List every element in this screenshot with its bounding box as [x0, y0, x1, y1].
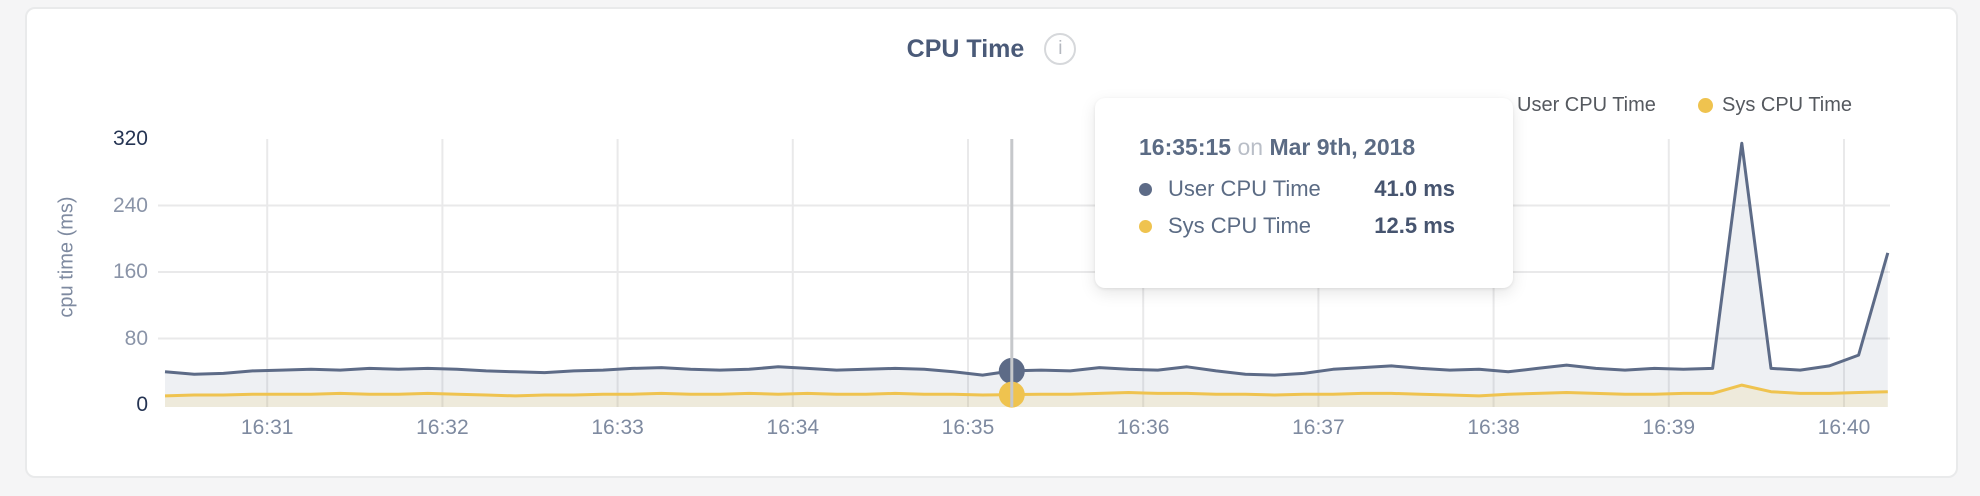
y-axis-tick: 80: [124, 326, 148, 350]
x-axis-tick: 16:37: [1292, 416, 1345, 439]
legend-item-sys-cpu[interactable]: Sys CPU Time: [1698, 94, 1852, 117]
sys-cpu-area: [165, 385, 1888, 407]
info-icon[interactable]: i: [1044, 33, 1077, 65]
x-axis-tick: 16:31: [240, 416, 294, 439]
tooltip-time: 16:35:15: [1139, 134, 1232, 160]
x-axis-tick: 16:35: [941, 416, 995, 439]
y-axis-tick: 240: [112, 193, 148, 217]
y-axis-tick: 0: [136, 393, 148, 416]
legend-label: Sys CPU Time: [1722, 94, 1853, 116]
tooltip-header: 16:35:15 on Mar 9th, 2018: [1139, 134, 1455, 161]
y-axis-tick: 320: [112, 127, 148, 150]
tooltip-series-dot: [1139, 182, 1152, 196]
tooltip-row: Sys CPU Time 12.5 ms: [1139, 213, 1455, 239]
x-axis-tick: 16:40: [1817, 416, 1871, 439]
tooltip-series-value: 12.5 ms: [1374, 213, 1455, 238]
x-axis-tick: 16:38: [1467, 416, 1520, 439]
legend-dot: [1698, 98, 1713, 113]
tooltip-series-label: Sys CPU Time: [1168, 213, 1312, 238]
chart-tooltip: 16:35:15 on Mar 9th, 2018 User CPU Time 4…: [1095, 98, 1513, 288]
tooltip-series-value: 41.0 ms: [1374, 176, 1455, 201]
chart-title: CPU Time: [906, 34, 1025, 63]
tooltip-series-dot: [1139, 219, 1152, 233]
x-axis-tick: 16:36: [1116, 416, 1170, 439]
tooltip-date: Mar 9th, 2018: [1269, 134, 1416, 160]
user-cpu-area: [165, 143, 1888, 407]
chart-header: CPU Time i: [25, 33, 1958, 65]
y-axis-tick: 160: [112, 260, 148, 283]
tooltip-rows: User CPU Time 41.0 ms Sys CPU Time 12.5 ms: [1139, 176, 1455, 239]
x-axis-tick: 16:34: [766, 416, 820, 439]
tooltip-preposition: on: [1237, 134, 1264, 160]
tooltip-series-label: User CPU Time: [1168, 176, 1321, 201]
user-cpu-line: [164, 141, 1890, 377]
x-axis-tick: 16:39: [1642, 416, 1696, 439]
x-axis-tick: 16:33: [591, 416, 644, 439]
legend-label: User CPU Time: [1517, 94, 1656, 116]
chart-card: [25, 7, 1958, 478]
x-axis-tick: 16:32: [416, 416, 469, 439]
sys-cpu-line: [164, 383, 1888, 398]
tooltip-row: User CPU Time 41.0 ms: [1139, 176, 1455, 202]
